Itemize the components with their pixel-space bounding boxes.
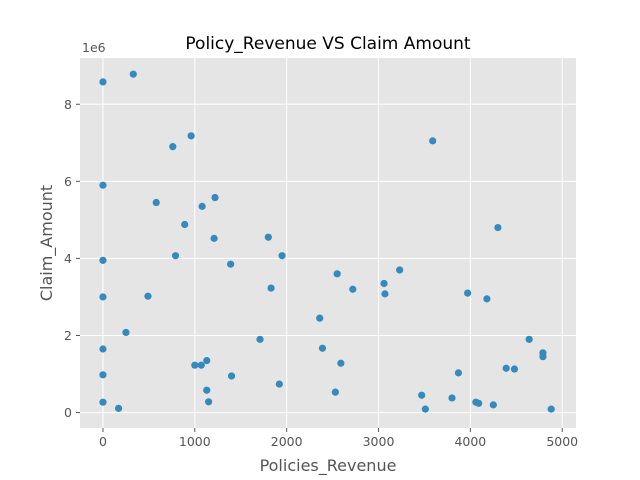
data-point xyxy=(99,256,107,264)
data-point xyxy=(510,365,519,373)
data-point xyxy=(278,252,286,260)
data-point xyxy=(191,361,199,369)
data-point xyxy=(122,328,130,337)
y-tick-label: 0 xyxy=(64,405,72,420)
axis-ticks: 0 1000 2000 3000 4000 5000 0 2 4 6 8 xyxy=(64,97,578,449)
data-point xyxy=(169,143,177,151)
x-tick-label: 3000 xyxy=(363,434,395,449)
data-point xyxy=(171,252,180,260)
data-point xyxy=(525,335,533,343)
data-point xyxy=(198,202,206,210)
data-point xyxy=(210,234,218,242)
data-point xyxy=(203,356,211,365)
data-point xyxy=(114,404,123,412)
y-tick-label: 4 xyxy=(64,251,72,266)
data-point xyxy=(539,353,547,361)
data-point xyxy=(99,293,107,301)
data-point xyxy=(331,388,339,396)
x-axis-label: Policies_Revenue xyxy=(260,456,397,476)
data-point xyxy=(380,279,388,288)
data-point xyxy=(227,372,236,380)
y-axis-label: Claim_Amount xyxy=(37,185,57,301)
data-point xyxy=(187,132,195,140)
data-point xyxy=(204,398,213,406)
x-tick-label: 5000 xyxy=(546,434,578,449)
data-point xyxy=(99,398,107,406)
data-point xyxy=(333,270,341,278)
data-point xyxy=(181,220,189,229)
data-point xyxy=(211,193,219,202)
data-point xyxy=(494,223,502,232)
data-point xyxy=(197,361,205,369)
data-point xyxy=(264,233,272,241)
data-point xyxy=(275,380,283,388)
data-point xyxy=(381,290,389,298)
data-point xyxy=(227,260,235,268)
data-point xyxy=(448,394,456,402)
data-point xyxy=(489,401,497,409)
data-point xyxy=(483,295,491,303)
data-point xyxy=(475,399,483,407)
x-tick-label: 2000 xyxy=(271,434,303,449)
data-point xyxy=(99,78,107,86)
x-tick-label: 4000 xyxy=(454,434,486,449)
data-point xyxy=(267,284,275,292)
data-point xyxy=(421,405,429,413)
data-point xyxy=(396,266,404,274)
data-point xyxy=(418,391,426,399)
data-point xyxy=(349,285,357,293)
plot-area xyxy=(80,58,576,428)
y-tick-label: 8 xyxy=(64,97,72,112)
data-point xyxy=(337,359,345,367)
y-tick-label: 2 xyxy=(64,328,72,343)
data-point xyxy=(203,386,211,394)
grid-lines xyxy=(80,58,576,428)
x-tick-label: 1000 xyxy=(179,434,211,449)
data-point xyxy=(99,345,107,353)
y-tick-label: 6 xyxy=(64,174,72,189)
data-point xyxy=(454,369,463,377)
data-point xyxy=(464,289,472,297)
data-point xyxy=(318,344,327,352)
data-point xyxy=(316,314,324,322)
data-point xyxy=(547,405,555,413)
data-point xyxy=(99,371,107,379)
data-point xyxy=(256,335,264,343)
chart-title: Policy_Revenue VS Claim Amount xyxy=(185,34,470,54)
x-tick-label: 0 xyxy=(99,434,107,449)
data-point xyxy=(99,181,107,189)
data-point xyxy=(152,198,160,207)
data-point xyxy=(502,364,510,372)
data-point xyxy=(144,292,152,300)
y-offset-label: 1e6 xyxy=(82,40,106,55)
data-point xyxy=(429,137,437,145)
data-point xyxy=(129,70,137,78)
data-points xyxy=(99,70,555,413)
